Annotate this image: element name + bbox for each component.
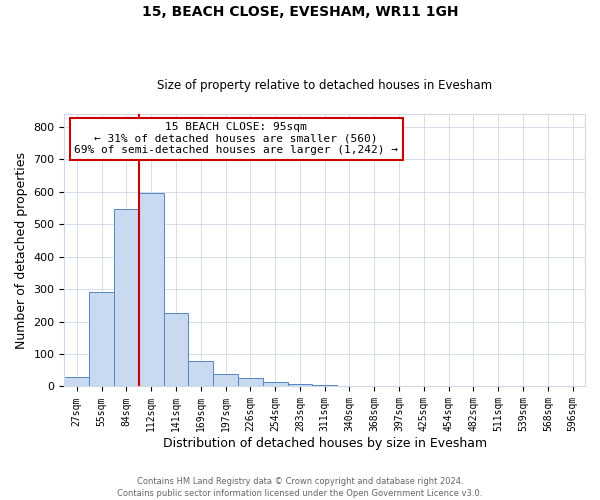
Text: 15, BEACH CLOSE, EVESHAM, WR11 1GH: 15, BEACH CLOSE, EVESHAM, WR11 1GH <box>142 5 458 19</box>
Bar <box>139 193 164 386</box>
Bar <box>287 384 313 386</box>
Bar <box>263 382 287 386</box>
Text: Contains HM Land Registry data © Crown copyright and database right 2024.
Contai: Contains HM Land Registry data © Crown c… <box>118 476 482 498</box>
Bar <box>313 384 337 386</box>
Bar <box>114 209 139 386</box>
Text: 15 BEACH CLOSE: 95sqm
← 31% of detached houses are smaller (560)
69% of semi-det: 15 BEACH CLOSE: 95sqm ← 31% of detached … <box>74 122 398 156</box>
Bar <box>188 360 213 386</box>
Bar <box>89 292 114 386</box>
Y-axis label: Number of detached properties: Number of detached properties <box>15 152 28 348</box>
X-axis label: Distribution of detached houses by size in Evesham: Distribution of detached houses by size … <box>163 437 487 450</box>
Bar <box>164 314 188 386</box>
Bar <box>64 378 89 386</box>
Bar <box>213 374 238 386</box>
Bar <box>238 378 263 386</box>
Title: Size of property relative to detached houses in Evesham: Size of property relative to detached ho… <box>157 79 492 92</box>
